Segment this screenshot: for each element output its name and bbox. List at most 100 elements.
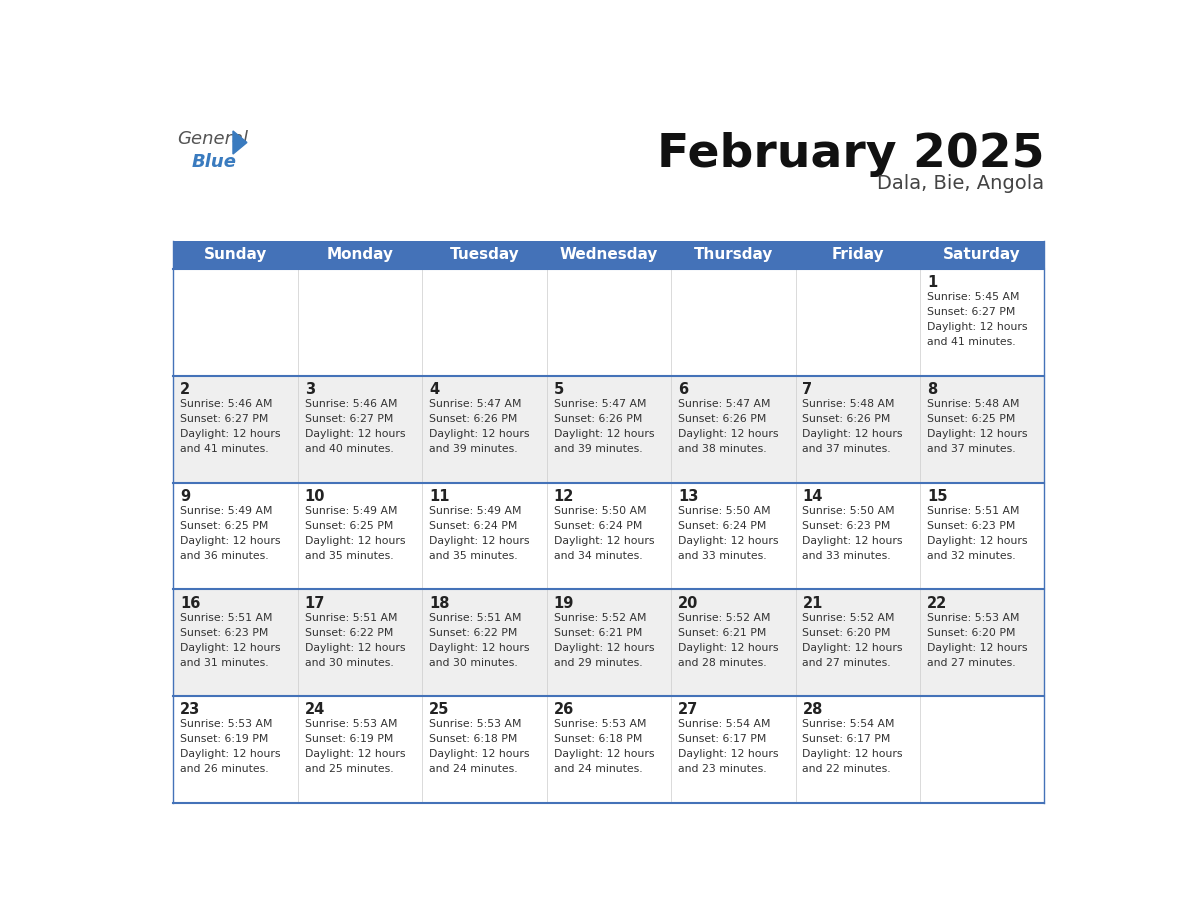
Polygon shape [233, 131, 247, 154]
Text: Daylight: 12 hours: Daylight: 12 hours [927, 429, 1028, 439]
Text: Sunset: 6:23 PM: Sunset: 6:23 PM [802, 521, 891, 531]
Text: 10: 10 [304, 488, 326, 504]
Text: 26: 26 [554, 702, 574, 718]
Text: and 29 minutes.: and 29 minutes. [554, 657, 643, 667]
Text: and 31 minutes.: and 31 minutes. [181, 657, 268, 667]
Text: Sunset: 6:23 PM: Sunset: 6:23 PM [927, 521, 1016, 531]
Text: Sunset: 6:21 PM: Sunset: 6:21 PM [554, 628, 642, 637]
Text: and 32 minutes.: and 32 minutes. [927, 551, 1016, 561]
Text: Sunset: 6:26 PM: Sunset: 6:26 PM [554, 414, 642, 424]
Text: and 39 minutes.: and 39 minutes. [429, 443, 518, 453]
Text: and 25 minutes.: and 25 minutes. [304, 765, 393, 775]
Text: Daylight: 12 hours: Daylight: 12 hours [429, 536, 530, 545]
Text: and 41 minutes.: and 41 minutes. [927, 337, 1016, 347]
Text: Sunrise: 5:53 AM: Sunrise: 5:53 AM [181, 720, 273, 730]
Text: Sunset: 6:27 PM: Sunset: 6:27 PM [304, 414, 393, 424]
Text: 19: 19 [554, 596, 574, 610]
Text: Daylight: 12 hours: Daylight: 12 hours [554, 749, 655, 759]
Text: Sunrise: 5:53 AM: Sunrise: 5:53 AM [429, 720, 522, 730]
Text: Daylight: 12 hours: Daylight: 12 hours [181, 749, 280, 759]
Text: Sunrise: 5:48 AM: Sunrise: 5:48 AM [802, 398, 895, 409]
Text: Sunset: 6:27 PM: Sunset: 6:27 PM [927, 307, 1016, 317]
Text: and 27 minutes.: and 27 minutes. [927, 657, 1016, 667]
Text: Daylight: 12 hours: Daylight: 12 hours [802, 429, 903, 439]
Text: Sunrise: 5:51 AM: Sunrise: 5:51 AM [429, 612, 522, 622]
Text: and 34 minutes.: and 34 minutes. [554, 551, 643, 561]
Text: and 37 minutes.: and 37 minutes. [927, 443, 1016, 453]
Text: 5: 5 [554, 382, 564, 397]
Bar [173, 589, 1044, 696]
Bar [173, 696, 1044, 803]
Text: General: General [177, 130, 248, 148]
Text: 28: 28 [802, 702, 823, 718]
Text: Sunrise: 5:47 AM: Sunrise: 5:47 AM [429, 398, 522, 409]
Text: Sunset: 6:26 PM: Sunset: 6:26 PM [429, 414, 518, 424]
Text: Sunset: 6:25 PM: Sunset: 6:25 PM [927, 414, 1016, 424]
Text: and 35 minutes.: and 35 minutes. [429, 551, 518, 561]
Text: Sunrise: 5:51 AM: Sunrise: 5:51 AM [927, 506, 1019, 516]
Text: and 22 minutes.: and 22 minutes. [802, 765, 891, 775]
Text: Sunset: 6:24 PM: Sunset: 6:24 PM [678, 521, 766, 531]
Text: Sunrise: 5:49 AM: Sunrise: 5:49 AM [181, 506, 273, 516]
Text: Sunrise: 5:53 AM: Sunrise: 5:53 AM [927, 612, 1019, 622]
Text: 13: 13 [678, 488, 699, 504]
Bar [173, 375, 1044, 483]
Text: Sunset: 6:27 PM: Sunset: 6:27 PM [181, 414, 268, 424]
Text: 1: 1 [927, 274, 937, 290]
Text: Sunset: 6:17 PM: Sunset: 6:17 PM [678, 734, 766, 744]
Text: Sunset: 6:24 PM: Sunset: 6:24 PM [554, 521, 642, 531]
Bar [173, 483, 1044, 589]
Text: 6: 6 [678, 382, 688, 397]
Text: Sunset: 6:26 PM: Sunset: 6:26 PM [678, 414, 766, 424]
Text: 18: 18 [429, 596, 450, 610]
Text: 12: 12 [554, 488, 574, 504]
Text: Sunset: 6:18 PM: Sunset: 6:18 PM [429, 734, 518, 744]
Text: Sunset: 6:25 PM: Sunset: 6:25 PM [181, 521, 268, 531]
Text: and 41 minutes.: and 41 minutes. [181, 443, 268, 453]
Text: Daylight: 12 hours: Daylight: 12 hours [181, 643, 280, 653]
Text: Daylight: 12 hours: Daylight: 12 hours [429, 749, 530, 759]
Text: Sunday: Sunday [204, 248, 267, 263]
Text: Daylight: 12 hours: Daylight: 12 hours [927, 643, 1028, 653]
Text: and 24 minutes.: and 24 minutes. [554, 765, 643, 775]
Text: 15: 15 [927, 488, 948, 504]
Text: and 33 minutes.: and 33 minutes. [802, 551, 891, 561]
Text: 23: 23 [181, 702, 201, 718]
Text: Sunrise: 5:50 AM: Sunrise: 5:50 AM [554, 506, 646, 516]
Text: and 23 minutes.: and 23 minutes. [678, 765, 766, 775]
Text: Sunset: 6:25 PM: Sunset: 6:25 PM [304, 521, 393, 531]
Text: Sunset: 6:20 PM: Sunset: 6:20 PM [802, 628, 891, 637]
Text: Blue: Blue [191, 153, 236, 172]
Text: and 26 minutes.: and 26 minutes. [181, 765, 268, 775]
Text: Sunrise: 5:53 AM: Sunrise: 5:53 AM [304, 720, 397, 730]
Text: and 40 minutes.: and 40 minutes. [304, 443, 393, 453]
Text: Saturday: Saturday [943, 248, 1020, 263]
Text: 3: 3 [304, 382, 315, 397]
Text: 21: 21 [802, 596, 823, 610]
Text: Sunrise: 5:50 AM: Sunrise: 5:50 AM [678, 506, 771, 516]
Text: Daylight: 12 hours: Daylight: 12 hours [429, 429, 530, 439]
Text: Sunrise: 5:46 AM: Sunrise: 5:46 AM [304, 398, 397, 409]
Text: and 38 minutes.: and 38 minutes. [678, 443, 766, 453]
Text: and 28 minutes.: and 28 minutes. [678, 657, 766, 667]
Text: Sunset: 6:22 PM: Sunset: 6:22 PM [304, 628, 393, 637]
Text: 22: 22 [927, 596, 947, 610]
Text: 24: 24 [304, 702, 326, 718]
Text: Wednesday: Wednesday [560, 248, 658, 263]
Text: Daylight: 12 hours: Daylight: 12 hours [181, 429, 280, 439]
Text: Sunset: 6:26 PM: Sunset: 6:26 PM [802, 414, 891, 424]
Text: Daylight: 12 hours: Daylight: 12 hours [927, 536, 1028, 545]
Text: Daylight: 12 hours: Daylight: 12 hours [802, 536, 903, 545]
Text: Sunset: 6:23 PM: Sunset: 6:23 PM [181, 628, 268, 637]
Text: 11: 11 [429, 488, 450, 504]
Text: and 36 minutes.: and 36 minutes. [181, 551, 268, 561]
Text: and 35 minutes.: and 35 minutes. [304, 551, 393, 561]
Text: Sunrise: 5:49 AM: Sunrise: 5:49 AM [429, 506, 522, 516]
Text: Daylight: 12 hours: Daylight: 12 hours [678, 643, 778, 653]
Text: Sunrise: 5:51 AM: Sunrise: 5:51 AM [304, 612, 397, 622]
Text: Daylight: 12 hours: Daylight: 12 hours [429, 643, 530, 653]
Text: and 27 minutes.: and 27 minutes. [802, 657, 891, 667]
Text: Sunrise: 5:46 AM: Sunrise: 5:46 AM [181, 398, 273, 409]
Text: and 30 minutes.: and 30 minutes. [429, 657, 518, 667]
Text: Daylight: 12 hours: Daylight: 12 hours [554, 536, 655, 545]
